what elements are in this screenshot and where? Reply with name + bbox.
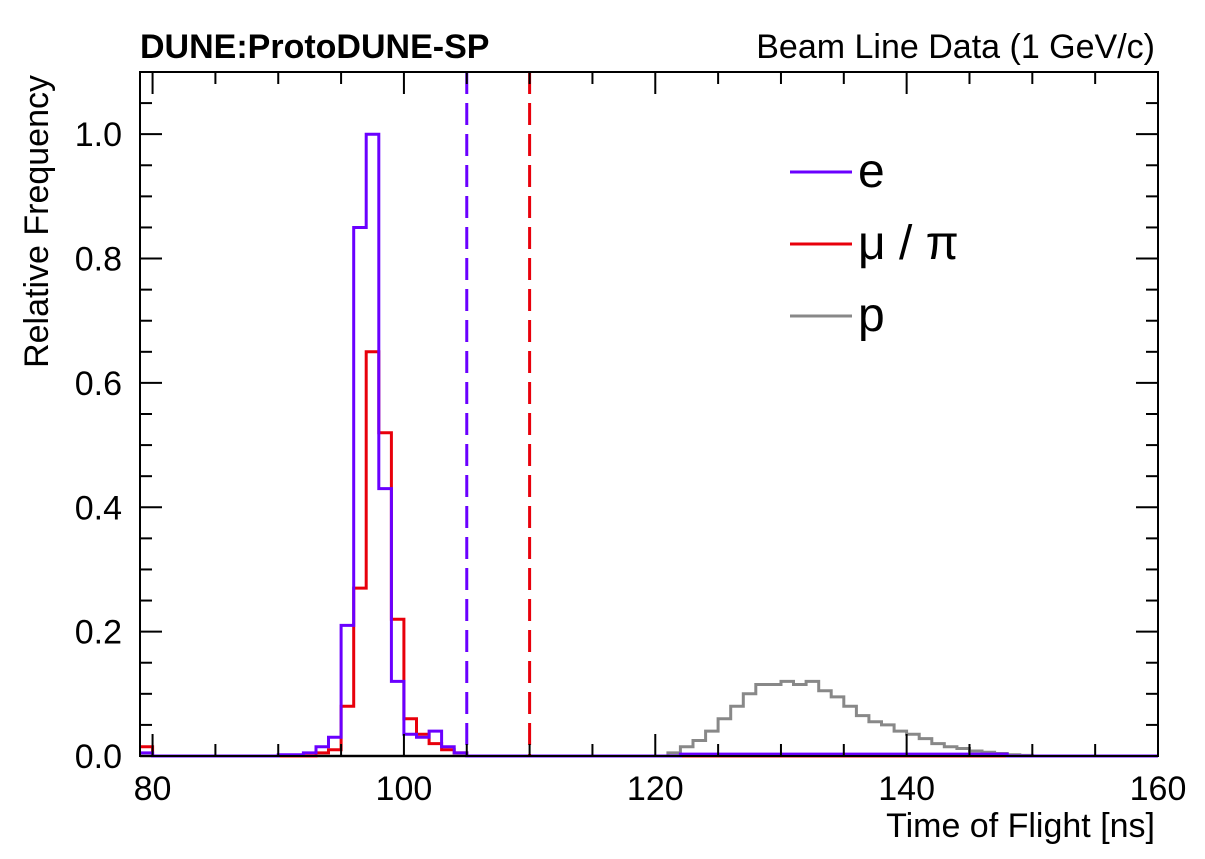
legend-label-2: p <box>858 289 885 342</box>
axis-ticks: 80 100 120 140 160 0.0 0.2 0.4 0.6 0.8 1.0 <box>75 71 1187 808</box>
dataset-label: Beam Line Data (1 GeV/c) <box>756 28 1155 66</box>
y-tick-label: 0.0 <box>75 738 122 776</box>
plot-frame <box>139 71 1159 757</box>
y-tick-label: 0.2 <box>75 614 122 652</box>
y-tick-label: 0.8 <box>75 241 122 279</box>
x-tick-label: 120 <box>627 770 684 808</box>
cut-lines <box>465 72 532 756</box>
x-tick-label: 80 <box>134 770 172 808</box>
legend-label-1: μ / π <box>858 217 959 270</box>
series-2-histogram <box>140 679 1158 758</box>
legend: e μ / π p <box>790 145 959 342</box>
series-0-histogram <box>140 132 1158 758</box>
experiment-label: DUNE:ProtoDUNE-SP <box>140 28 489 66</box>
series-layer <box>140 132 1158 758</box>
y-tick-label: 0.6 <box>75 365 122 403</box>
y-axis-label: Relative Frequency <box>18 75 56 368</box>
y-tick-label: 0.4 <box>75 489 122 527</box>
x-tick-label: 140 <box>878 770 935 808</box>
x-axis-label: Time of Flight [ns] <box>886 807 1155 845</box>
legend-label-0: e <box>858 145 885 198</box>
y-tick-label: 1.0 <box>75 116 122 154</box>
series-1-histogram <box>140 350 1158 758</box>
x-tick-label: 160 <box>1130 770 1187 808</box>
x-tick-label: 100 <box>376 770 433 808</box>
